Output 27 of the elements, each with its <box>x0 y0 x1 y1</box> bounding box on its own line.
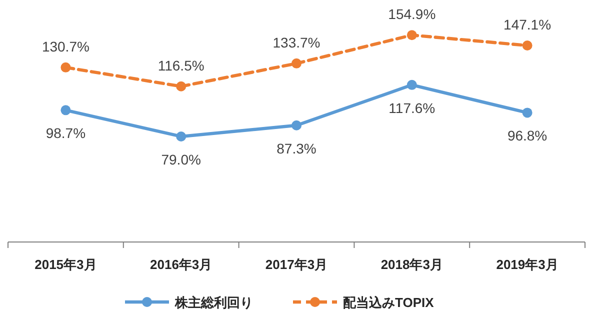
data-label: 96.8% <box>507 128 548 144</box>
x-tick-label: 2018年3月 <box>380 257 443 272</box>
point <box>292 58 302 68</box>
data-label: 154.9% <box>388 6 436 22</box>
point <box>522 40 532 51</box>
data-label: 98.7% <box>46 125 86 142</box>
data-label: 130.7% <box>42 38 90 54</box>
data-label: 116.5% <box>158 57 204 74</box>
data-label: 147.1% <box>504 16 552 33</box>
x-tick-label: 2016年3月 <box>150 257 212 272</box>
x-tick-label: 2015年3月 <box>34 257 97 272</box>
data-label: 133.7% <box>272 34 320 50</box>
point <box>176 81 186 92</box>
data-label: 117.6% <box>388 100 436 116</box>
legend-label: 配当込みTOPIX <box>343 295 434 310</box>
point <box>60 105 71 116</box>
point <box>522 108 532 118</box>
data-label: 79.0% <box>161 151 201 168</box>
data-label: 87.3% <box>276 140 316 156</box>
point <box>176 131 186 142</box>
point <box>406 80 417 90</box>
point <box>292 120 302 130</box>
legend-label: 株主総利回り <box>174 295 253 310</box>
x-tick-label: 2019年3月 <box>496 257 558 272</box>
point <box>60 62 71 72</box>
x-tick-label: 2017年3月 <box>265 257 328 272</box>
point <box>406 30 417 40</box>
